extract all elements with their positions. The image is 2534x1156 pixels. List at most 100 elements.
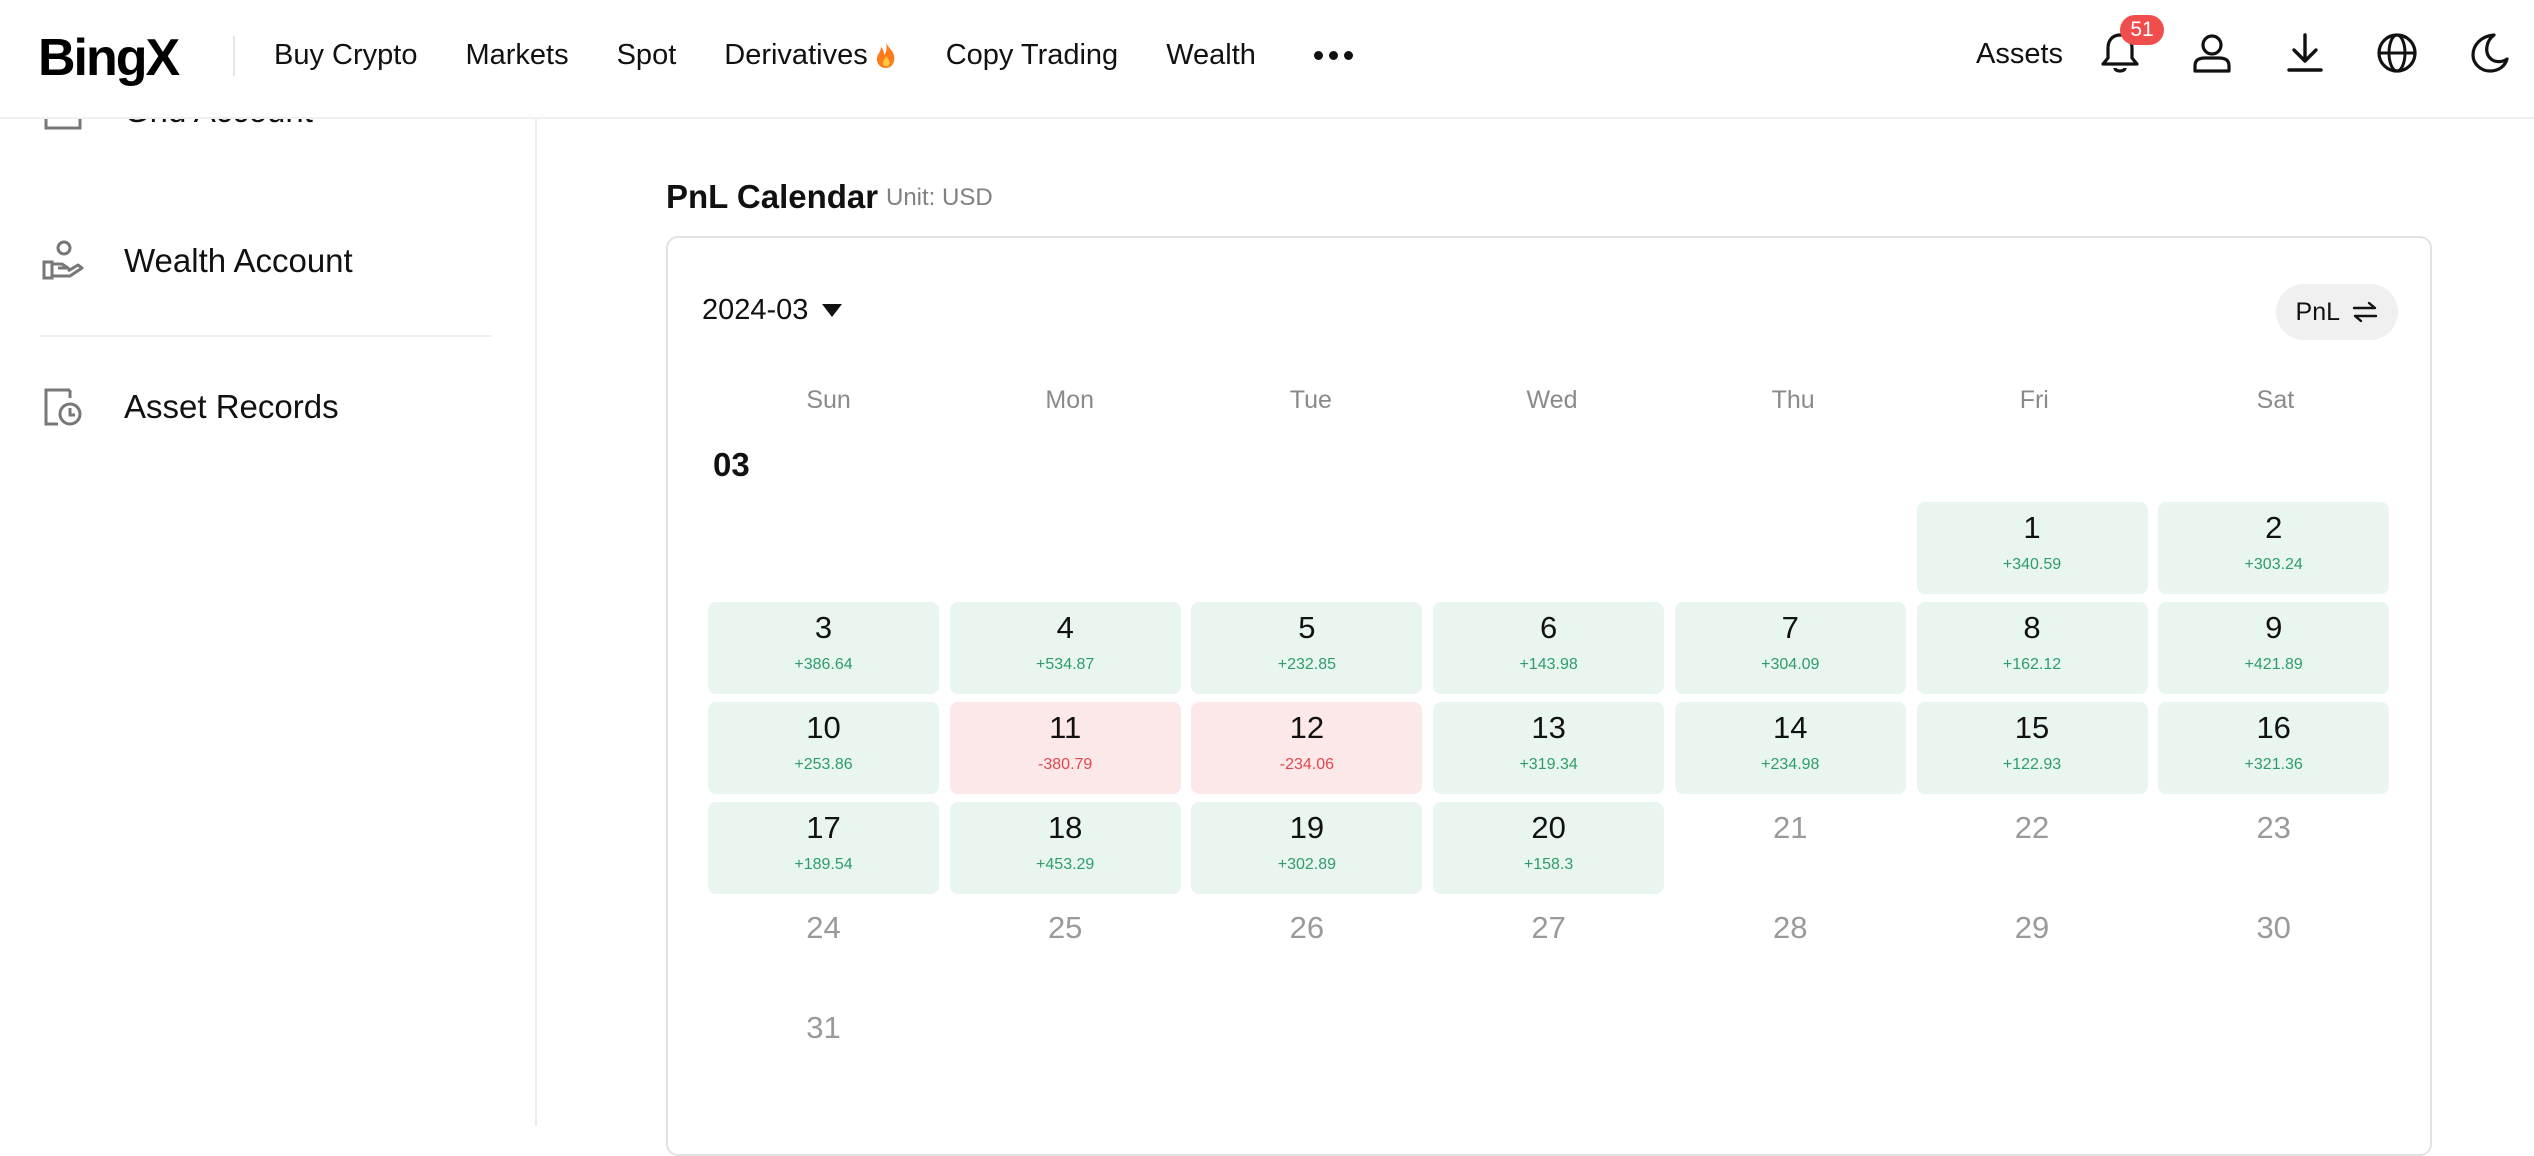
calendar-day-cell[interactable]: 17 +189.54 <box>708 802 939 894</box>
day-number: 18 <box>1047 810 1083 845</box>
user-icon[interactable] <box>2189 30 2235 76</box>
weekday-label: Mon <box>1045 386 1095 414</box>
calendar-day-cell[interactable]: 25 <box>950 902 1181 994</box>
day-pnl-value: +189.54 <box>794 856 853 873</box>
page-title: PnL Calendar <box>666 178 879 215</box>
day-number: 21 <box>1773 810 1808 845</box>
month-label: 03 <box>713 446 750 483</box>
day-number: 9 <box>2265 610 2283 645</box>
sidebar-divider <box>40 335 492 337</box>
nav-label: Buy Crypto <box>274 38 418 71</box>
weekday-label: Thu <box>1771 386 1815 414</box>
swap-arrows-icon <box>2352 301 2378 323</box>
pnl-toggle-button[interactable]: PnL <box>2275 284 2398 340</box>
nav-copy-trading[interactable]: Copy Trading <box>946 39 1119 72</box>
moon-icon[interactable] <box>2466 30 2512 76</box>
day-pnl-value: +302.89 <box>1277 856 1337 873</box>
day-number: 1 <box>2023 510 2041 545</box>
calendar-day-cell[interactable]: 1 +340.59 <box>1916 502 2148 594</box>
day-number: 27 <box>1531 910 1566 945</box>
pnl-calendar-panel: 2024-03 PnL Sun Mon Tue Wed Thu Fri Sat … <box>666 236 2432 1156</box>
nav-spot[interactable]: Spot <box>617 39 677 72</box>
calendar-day-cell[interactable]: 28 <box>1675 902 1906 994</box>
day-pnl-value: +158.3 <box>1523 856 1574 873</box>
weekday-label: Tue <box>1289 386 1332 414</box>
top-navigation: BingX Buy Crypto Markets Spot Derivative… <box>0 0 2534 119</box>
calendar-day-cell[interactable]: 12 -234.06 <box>1191 702 1423 794</box>
calendar-day-cell[interactable]: 9 +421.89 <box>2158 602 2390 694</box>
day-number: 23 <box>2256 810 2291 845</box>
day-pnl-value: +386.64 <box>794 656 853 673</box>
calendar-day-cell[interactable]: 29 <box>1917 902 2148 994</box>
day-number: 6 <box>1539 610 1558 645</box>
day-number: 28 <box>1773 910 1808 945</box>
calendar-day-cell[interactable]: 15 +122.93 <box>1916 702 2148 794</box>
day-pnl-value: +122.93 <box>2002 756 2062 773</box>
day-pnl-value: +234.98 <box>1761 756 1820 773</box>
calendar-day-cell[interactable]: 16 +321.36 <box>2158 702 2390 794</box>
calendar-day-cell[interactable]: 8 +162.12 <box>1916 602 2148 694</box>
nav-label: Spot <box>616 38 677 71</box>
calendar-day-cell[interactable]: 14 +234.98 <box>1674 702 1906 794</box>
nav-label: Markets <box>465 38 569 71</box>
calendar-day-cell[interactable]: 24 <box>708 902 939 994</box>
calendar-day-cell[interactable]: 3 +386.64 <box>708 602 939 694</box>
day-number: 24 <box>806 910 841 945</box>
calendar-day-cell[interactable]: 18 +453.29 <box>949 802 1181 894</box>
calendar-day-cell[interactable]: 4 +534.87 <box>949 602 1181 694</box>
day-pnl-value: +321.36 <box>2244 756 2303 773</box>
calendar-day-cell[interactable]: 23 <box>2158 802 2389 894</box>
day-pnl-value: +340.59 <box>2002 556 2062 573</box>
nav-markets[interactable]: Markets <box>465 39 568 72</box>
download-icon[interactable] <box>2282 30 2328 76</box>
day-number: 11 <box>1049 710 1082 745</box>
notification-badge: 51 <box>2120 15 2164 45</box>
day-number: 15 <box>2014 710 2050 745</box>
selected-month: 2024-03 <box>702 294 809 326</box>
calendar-day-cell[interactable]: 22 <box>1917 802 2148 894</box>
day-number: 14 <box>1773 710 1808 745</box>
month-selector[interactable]: 2024-03 <box>702 294 843 327</box>
calendar-day-cell[interactable]: 6 +143.98 <box>1433 602 1665 694</box>
nav-label: Wealth <box>1166 38 1256 71</box>
day-number: 26 <box>1289 910 1325 945</box>
weekday-label: Fri <box>2019 386 2049 414</box>
calendar-day-cell[interactable]: 13 +319.34 <box>1433 702 1665 794</box>
sidebar-item-wealth-account[interactable]: Wealth Account <box>40 238 353 284</box>
sidebar-item-label: Asset Records <box>124 388 339 425</box>
day-number: 2 <box>2265 510 2283 545</box>
more-menu-icon[interactable] <box>1313 50 1353 60</box>
fire-icon <box>876 42 895 68</box>
nav-derivatives[interactable]: Derivatives <box>724 39 897 72</box>
day-number: 12 <box>1289 710 1325 745</box>
day-number: 19 <box>1289 810 1325 845</box>
calendar-day-cell[interactable]: 26 <box>1191 902 1422 994</box>
weekday-label: Sat <box>2256 386 2295 414</box>
day-pnl-value: +162.12 <box>2002 656 2062 673</box>
calendar-day-cell[interactable]: 31 <box>708 1002 939 1094</box>
weekday-label: Wed <box>1526 386 1578 414</box>
calendar-day-cell[interactable]: 5 +232.85 <box>1191 602 1423 694</box>
calendar-day-cell[interactable]: 21 <box>1675 802 1906 894</box>
nav-buy-crypto[interactable]: Buy Crypto <box>274 39 417 72</box>
nav-wealth[interactable]: Wealth <box>1166 39 1256 72</box>
calendar-day-cell[interactable]: 11 -380.79 <box>949 702 1181 794</box>
sidebar-item-label: Wealth Account <box>124 242 353 279</box>
day-pnl-value: +303.24 <box>2244 556 2303 573</box>
sidebar-item-asset-records[interactable]: Asset Records <box>40 384 339 430</box>
calendar-day-cell[interactable]: 2 +303.24 <box>2158 502 2390 594</box>
day-pnl-value: +232.85 <box>1277 656 1337 673</box>
calendar-day-cell[interactable]: 10 +253.86 <box>708 702 939 794</box>
assets-link[interactable]: Assets <box>1976 38 2064 70</box>
caret-down-icon <box>822 304 843 317</box>
day-pnl-value: +421.89 <box>2244 656 2303 673</box>
bingx-logo[interactable]: BingX <box>38 29 180 87</box>
day-number: 31 <box>806 1010 841 1045</box>
calendar-day-cell[interactable]: 7 +304.09 <box>1674 602 1906 694</box>
calendar-day-cell[interactable]: 30 <box>2158 902 2389 994</box>
calendar-day-cell[interactable]: 19 +302.89 <box>1191 802 1423 894</box>
records-clock-icon <box>44 388 82 426</box>
calendar-day-cell[interactable]: 20 +158.3 <box>1433 802 1665 894</box>
globe-icon[interactable] <box>2374 30 2420 76</box>
calendar-day-cell[interactable]: 27 <box>1433 902 1664 994</box>
